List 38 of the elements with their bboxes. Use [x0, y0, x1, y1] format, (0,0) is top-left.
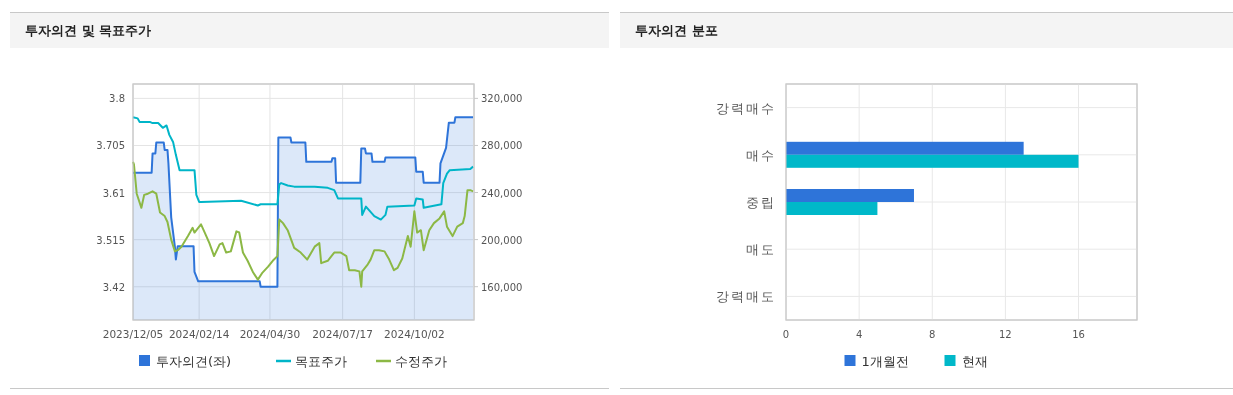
x-tick-label: 16 [1072, 329, 1085, 340]
y-tick-label: 매수 [746, 147, 776, 163]
line-series [132, 160, 475, 288]
y-tick-label: 강력매수 [716, 100, 776, 116]
x-tick-label: 8 [929, 329, 936, 340]
x-tick-label: 0 [782, 329, 790, 340]
legend-label: 목표주가 [295, 354, 347, 369]
y2-tick-label: 280,000 [481, 140, 523, 152]
bar [786, 141, 1024, 155]
y-tick-label: 3.515 [96, 234, 125, 246]
y2-tick-label: 320,000 [481, 93, 523, 105]
y2-tick-label: 240,000 [481, 187, 523, 199]
x-tick-label: 2023/12/05 [102, 328, 164, 340]
legend-label: 1개월전 [861, 354, 909, 369]
x-tick-label: 12 [999, 329, 1012, 340]
y-tick-label: 3.61 [102, 187, 125, 199]
x-tick-label: 2024/07/17 [312, 328, 373, 340]
y-tick-label: 강력매도 [716, 289, 776, 305]
y2-tick-label: 200,000 [481, 234, 523, 246]
y2-tick-label: 160,000 [481, 281, 523, 293]
legend-label: 현재 [961, 354, 988, 369]
bar [786, 202, 878, 215]
text: 투자의견 분포 [635, 23, 718, 38]
x-tick-label: 2024/10/02 [384, 328, 445, 340]
y-tick-label: 매도 [746, 242, 776, 258]
legend-label: 투자의견(좌) [156, 354, 232, 369]
x-tick-label: 2024/02/14 [168, 328, 230, 340]
x-tick-label: 2024/04/30 [239, 328, 301, 340]
y-tick-label: 3.8 [109, 93, 125, 105]
y-tick-label: 3.705 [96, 140, 125, 152]
legend-label: 수정주가 [395, 354, 447, 369]
chart-title: 투자의견 및 목표주가 [25, 23, 152, 38]
line-series [132, 116, 475, 221]
bar [786, 189, 914, 202]
bar [786, 154, 1079, 168]
y-tick-label: 중립 [746, 195, 776, 210]
y-tick-label: 3.42 [102, 281, 125, 293]
x-tick-label: 4 [855, 329, 863, 340]
